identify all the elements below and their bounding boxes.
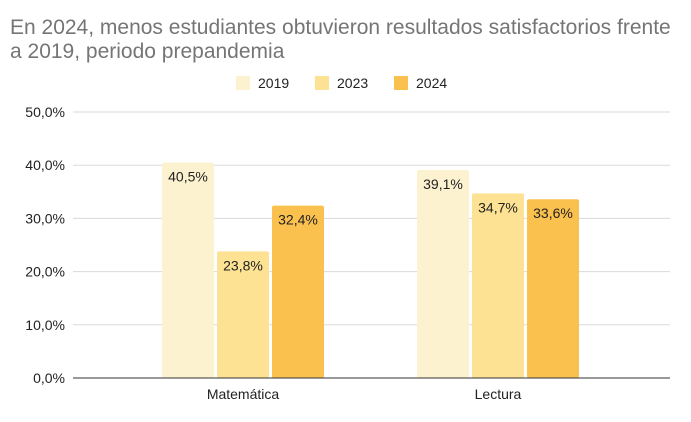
chart-title: En 2024, menos estudiantes obtuvieron re… xyxy=(10,16,671,63)
y-tick-label: 20,0% xyxy=(25,264,65,280)
data-label: 40,5% xyxy=(168,169,208,185)
legend-label: 2024 xyxy=(416,75,447,91)
y-tick-label: 50,0% xyxy=(25,104,65,120)
y-tick-label: 40,0% xyxy=(25,157,65,173)
legend-label: 2019 xyxy=(258,75,289,91)
bar-2019-1 xyxy=(417,169,469,378)
x-axis: Matemática Lectura xyxy=(73,377,670,402)
data-labels: 40,5% 23,8% 32,4% 39,1% 34,7% 33,6% xyxy=(168,169,573,274)
data-label: 34,7% xyxy=(478,199,518,215)
legend-label: 2023 xyxy=(337,75,368,91)
data-label: 32,4% xyxy=(278,212,318,228)
legend: 2019 2023 2024 xyxy=(236,75,447,91)
x-tick-label: Matemática xyxy=(207,386,280,402)
bar-2024-1 xyxy=(527,199,579,378)
data-label: 39,1% xyxy=(423,176,463,192)
bar-2024-0 xyxy=(272,205,324,378)
y-axis: 0,0% 10,0% 20,0% 30,0% 40,0% 50,0% xyxy=(25,104,65,386)
legend-swatch-2023 xyxy=(315,76,329,90)
data-label: 23,8% xyxy=(223,257,263,273)
bar-2023-1 xyxy=(472,193,524,378)
bars xyxy=(162,162,579,378)
legend-swatch-2024 xyxy=(394,76,408,90)
legend-swatch-2019 xyxy=(236,76,250,90)
y-tick-label: 30,0% xyxy=(25,210,65,226)
data-label: 33,6% xyxy=(533,205,573,221)
x-tick-label: Lectura xyxy=(475,386,522,402)
y-tick-label: 0,0% xyxy=(33,370,65,386)
bar-2019-0 xyxy=(162,162,214,378)
bar-2023-0 xyxy=(217,251,269,378)
y-tick-label: 10,0% xyxy=(25,317,65,333)
